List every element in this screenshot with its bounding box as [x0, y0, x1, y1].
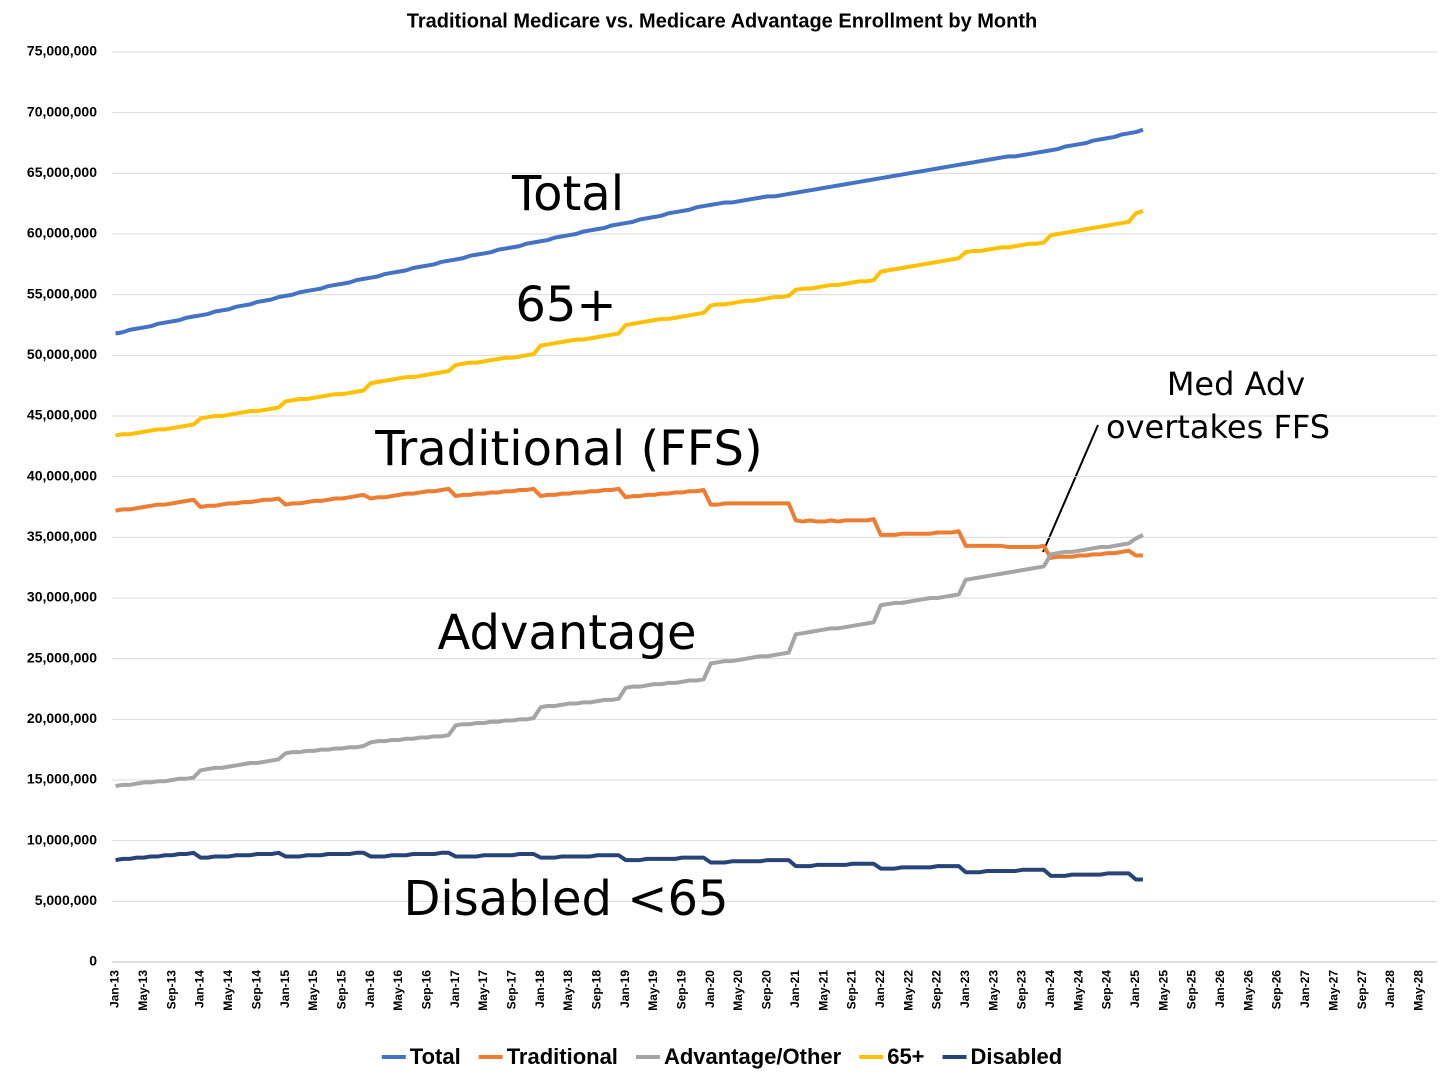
- x-tick-label: May-15: [306, 970, 320, 1011]
- y-tick-label: 75,000,000: [27, 43, 97, 59]
- series-line: [115, 850, 1143, 882]
- x-tick-label: May-28: [1411, 970, 1425, 1011]
- x-tick-label: May-22: [901, 970, 915, 1011]
- x-tick-label: Jan-23: [958, 970, 972, 1008]
- x-tick-label: Sep-25: [1185, 970, 1199, 1010]
- y-tick-label: 5,000,000: [35, 892, 97, 908]
- chart-title: Traditional Medicare vs. Medicare Advant…: [407, 10, 1038, 32]
- x-tick-label: Jan-25: [1128, 970, 1142, 1008]
- x-tick-label: Sep-16: [419, 970, 433, 1010]
- x-tick-label: Jan-18: [533, 970, 547, 1008]
- legend-label: Total: [410, 1044, 461, 1069]
- x-tick-label: Sep-27: [1355, 970, 1369, 1010]
- x-tick-label: May-17: [476, 970, 490, 1011]
- x-tick-label: May-23: [986, 970, 1000, 1011]
- annotation: Total: [511, 166, 624, 222]
- legend-label: Traditional: [507, 1044, 618, 1069]
- y-tick-label: 10,000,000: [27, 831, 97, 847]
- series-line: [115, 209, 1144, 438]
- x-tick-label: May-16: [391, 970, 405, 1011]
- x-tick-label: Jan-22: [873, 970, 887, 1008]
- annotation: Advantage: [438, 605, 697, 661]
- legend-label: Disabled: [971, 1044, 1063, 1069]
- x-tick-label: Jan-27: [1298, 970, 1312, 1008]
- x-tick-label: May-24: [1071, 970, 1085, 1011]
- y-tick-label: 70,000,000: [27, 103, 97, 119]
- x-tick-label: Jan-24: [1043, 970, 1057, 1008]
- y-tick-label: 60,000,000: [27, 225, 97, 241]
- x-tick-label: Sep-21: [845, 970, 859, 1010]
- x-tick-label: Jan-14: [193, 970, 207, 1008]
- x-tick-label: May-25: [1156, 970, 1170, 1011]
- annotation: 65+: [515, 277, 616, 333]
- legend: Total Traditional Advantage/Other 65+ Disabl…: [381, 1044, 1063, 1069]
- y-tick-label: 50,000,000: [27, 346, 97, 362]
- y-tick-label: 20,000,000: [27, 710, 97, 726]
- series-line: [115, 533, 1144, 789]
- x-tick-label: Sep-22: [930, 970, 944, 1010]
- y-tick-label: 65,000,000: [27, 164, 97, 180]
- x-tick-label: Jan-15: [278, 970, 292, 1008]
- y-tick-label: 0: [89, 953, 97, 969]
- x-tick-label: May-18: [561, 970, 575, 1011]
- series-line: [115, 127, 1144, 336]
- callout-line: [1042, 424, 1099, 553]
- y-tick-label: 30,000,000: [27, 589, 97, 605]
- y-tick-label: 40,000,000: [27, 467, 97, 483]
- annotation: Disabled <65: [403, 871, 728, 927]
- y-tick-label: 55,000,000: [27, 285, 97, 301]
- x-tick-label: May-14: [221, 970, 235, 1011]
- series-line: [115, 486, 1143, 560]
- x-tick-label: Sep-24: [1100, 970, 1114, 1010]
- x-tick-label: May-21: [816, 970, 830, 1011]
- y-tick-label: 25,000,000: [27, 649, 97, 665]
- x-tick-label: Sep-23: [1015, 970, 1029, 1010]
- x-tick-label: Sep-19: [675, 970, 689, 1010]
- y-tick-label: 45,000,000: [27, 407, 97, 423]
- x-tick-label: Jan-17: [448, 970, 462, 1008]
- x-tick-label: Jan-20: [703, 970, 717, 1008]
- x-tick-label: Jan-16: [363, 970, 377, 1008]
- y-tick-label: 35,000,000: [27, 528, 97, 544]
- x-tick-label: May-20: [731, 970, 745, 1011]
- x-tick-label: May-19: [646, 970, 660, 1011]
- x-tick-label: Sep-14: [249, 970, 263, 1010]
- x-tick-label: May-26: [1241, 970, 1255, 1011]
- x-tick-label: Jan-21: [788, 970, 802, 1008]
- x-tick-label: May-27: [1326, 970, 1340, 1011]
- x-tick-label: Sep-20: [760, 970, 774, 1010]
- legend-label: 65+: [887, 1044, 924, 1069]
- callout-text: overtakes FFS: [1106, 408, 1330, 446]
- callout-text: Med Adv: [1167, 365, 1305, 403]
- x-tick-label: May-13: [136, 970, 150, 1011]
- x-tick-label: Sep-26: [1270, 970, 1284, 1010]
- x-tick-label: Sep-15: [334, 970, 348, 1010]
- x-tick-label: Jan-26: [1213, 970, 1227, 1008]
- x-tick-label: Sep-17: [505, 970, 519, 1010]
- x-tick-label: Jan-19: [618, 970, 632, 1008]
- x-tick-label: Sep-18: [590, 970, 604, 1010]
- x-tick-label: Jan-28: [1383, 970, 1397, 1008]
- x-tick-label: Sep-13: [164, 970, 178, 1010]
- annotation: Traditional (FFS): [374, 421, 762, 477]
- x-tick-label: Jan-13: [108, 970, 122, 1008]
- legend-label: Advantage/Other: [664, 1044, 842, 1069]
- y-tick-label: 15,000,000: [27, 771, 97, 787]
